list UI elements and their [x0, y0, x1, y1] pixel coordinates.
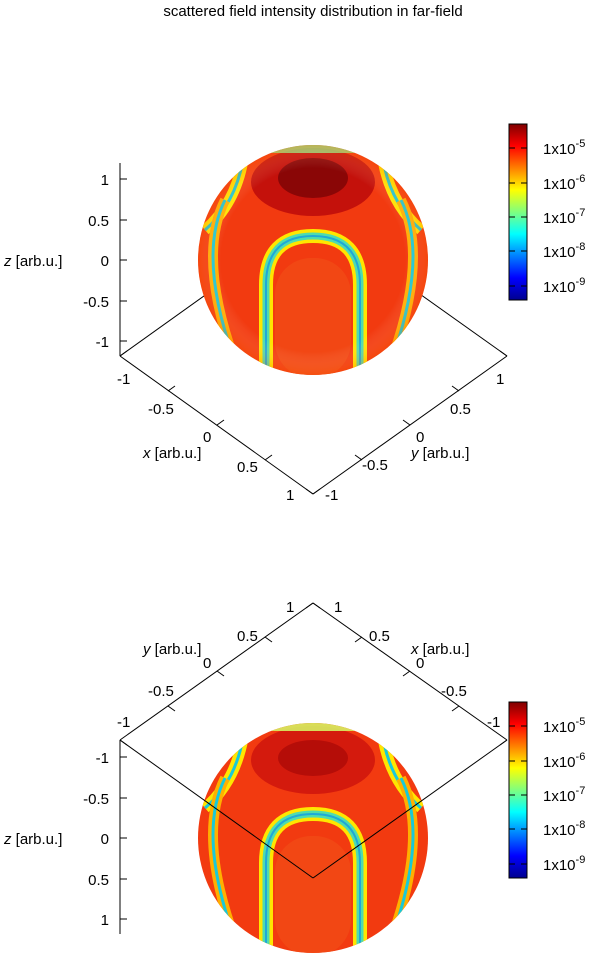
colorbar-bottom: 1x10-5 1x10-6 1x10-7 1x10-8 1x10-9	[508, 701, 585, 879]
y-tick-label: 0.5	[450, 401, 471, 418]
z-axis-label: z [arb.u.]	[3, 253, 62, 270]
panel-bottom: -1 -0.5 0 0.5 1 z [arb.u.] 1 0.5 0 -0.5 …	[3, 599, 585, 953]
intensity-sphere	[198, 145, 428, 375]
front-edge-left	[119, 739, 314, 879]
y-tick-label: 0	[203, 655, 211, 672]
y-tick-label: 1	[496, 371, 504, 388]
y-tick-label: -1	[117, 714, 130, 731]
colorbar-tick-label: 1x10-5	[543, 716, 585, 736]
z-tick-label: 0	[101, 253, 109, 270]
front-edge-right	[312, 739, 508, 879]
x-axis-line	[119, 355, 314, 495]
x-tick-label: -1	[117, 371, 130, 388]
y-axis-label: y [arb.u.]	[142, 641, 201, 658]
z-axis-label: z [arb.u.]	[3, 831, 62, 848]
x-ticks: -1 -0.5 0 0.5 1	[117, 350, 321, 504]
x-tick-label: -1	[487, 714, 500, 731]
intensity-sphere	[198, 723, 428, 953]
colorbar-gradient	[508, 701, 528, 879]
x-tick-label: 0.5	[369, 628, 390, 645]
colorbar-tick-label: 1x10-7	[543, 207, 585, 227]
z-ticks: 1 0.5 0 -0.5 -1	[83, 172, 127, 351]
y-axis-line	[119, 602, 314, 741]
colorbar-tick-label: 1x10-5	[543, 138, 585, 158]
colorbar-tick-label: 1x10-9	[543, 276, 585, 296]
z-tick-label: 1	[101, 172, 109, 189]
z-tick-label: -0.5	[83, 791, 109, 808]
colorbar-tick-label: 1x10-8	[543, 819, 585, 839]
y-ticks: 1 0.5 0 -0.5 -1	[117, 599, 321, 746]
z-ticks: -1 -0.5 0 0.5 1	[83, 750, 127, 929]
panel-top: 1 0.5 0 -0.5 -1 z [arb.u.] -1 -0.5 0 0.5…	[3, 123, 585, 504]
x-axis-label: x [arb.u.]	[142, 445, 201, 462]
colorbar-gradient	[508, 123, 528, 301]
x-ticks: 1 0.5 0 -0.5 -1	[305, 599, 508, 746]
y-tick-label: -0.5	[362, 457, 388, 474]
x-tick-label: -0.5	[148, 401, 174, 418]
y-tick-label: 0	[416, 429, 424, 446]
y-ticks: -1 -0.5 0 0.5 1	[305, 350, 508, 504]
chart-title: scattered field intensity distribution i…	[163, 3, 462, 20]
x-tick-label: 1	[334, 599, 342, 616]
z-tick-label: -0.5	[83, 294, 109, 311]
colorbar-tick-label: 1x10-6	[543, 751, 585, 771]
z-tick-label: 0.5	[88, 213, 109, 230]
y-tick-label: 1	[286, 599, 294, 616]
x-tick-label: 1	[286, 487, 294, 504]
y-tick-label: 0.5	[237, 628, 258, 645]
colorbar-tick-label: 1x10-7	[543, 785, 585, 805]
z-tick-label: 1	[101, 912, 109, 929]
z-tick-label: -1	[96, 334, 109, 351]
colorbar-tick-label: 1x10-8	[543, 241, 585, 261]
colorbar-top: 1x10-5 1x10-6 1x10-7 1x10-8 1x10-9	[508, 123, 585, 301]
x-tick-label: -0.5	[441, 683, 467, 700]
x-tick-label: 0	[203, 429, 211, 446]
z-tick-label: 0.5	[88, 872, 109, 889]
y-tick-label: -0.5	[148, 683, 174, 700]
z-tick-label: -1	[96, 750, 109, 767]
x-tick-label: 0.5	[237, 459, 258, 476]
x-tick-label: 0	[416, 655, 424, 672]
x-axis-label: x [arb.u.]	[410, 641, 469, 658]
colorbar-tick-label: 1x10-9	[543, 854, 585, 874]
y-tick-label: -1	[325, 487, 338, 504]
colorbar-tick-label: 1x10-6	[543, 173, 585, 193]
z-tick-label: 0	[101, 831, 109, 848]
y-axis-label: y [arb.u.]	[410, 445, 469, 462]
